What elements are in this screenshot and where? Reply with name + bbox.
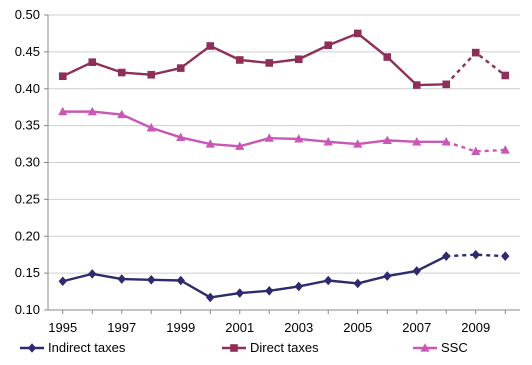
data-point — [500, 145, 510, 154]
y-tick-label: 0.20 — [15, 228, 40, 243]
y-tick-labels: 0.50 0.45 0.40 0.35 0.30 0.25 0.20 0.15 0.10 — [15, 7, 40, 317]
data-point — [471, 146, 481, 156]
legend-item-direct-taxes: Direct taxes — [222, 340, 319, 355]
data-point — [353, 139, 363, 148]
x-tick-label: 1997 — [107, 320, 136, 335]
data-point — [176, 132, 186, 142]
data-point — [176, 64, 185, 72]
legend: Indirect taxes Direct taxes SSC — [20, 340, 468, 355]
data-point — [58, 72, 67, 81]
x-tick-label: 2009 — [461, 320, 490, 335]
data-point — [88, 58, 97, 66]
data-point — [323, 137, 333, 146]
data-point — [176, 275, 185, 286]
legend-marker — [27, 343, 37, 353]
x-tick-label: 2005 — [343, 320, 372, 335]
data-point — [205, 139, 215, 148]
data-point — [117, 274, 126, 284]
data-point — [441, 137, 451, 146]
y-tick-label: 0.45 — [15, 44, 40, 59]
legend-label: SSC — [441, 340, 468, 355]
x-tick-label: 1999 — [166, 320, 195, 335]
series-line — [62, 110, 447, 148]
x-tick-labels: 1995 1997 1999 2001 2003 2005 2007 2009 — [48, 320, 490, 335]
series-ssc — [58, 106, 510, 156]
data-point — [147, 70, 156, 79]
legend-item-indirect-taxes: Indirect taxes — [20, 340, 126, 355]
data-point — [412, 266, 421, 276]
data-point — [206, 292, 215, 303]
legend-marker — [230, 344, 238, 352]
axes — [44, 14, 520, 314]
data-point — [501, 251, 510, 261]
data-point — [117, 109, 127, 119]
series-line-projected — [445, 140, 506, 153]
data-point — [324, 41, 333, 50]
x-tick-label: 2001 — [225, 320, 254, 335]
data-point — [382, 135, 392, 144]
data-point — [58, 106, 68, 116]
data-point — [146, 123, 156, 132]
data-point — [383, 53, 392, 61]
x-tick-label: 2007 — [402, 320, 431, 335]
legend-label: Indirect taxes — [48, 340, 126, 355]
series-indirect-taxes — [58, 249, 510, 303]
series-direct-taxes — [58, 29, 510, 89]
data-point — [383, 271, 392, 281]
data-point — [442, 80, 451, 89]
data-point — [353, 278, 362, 289]
data-point — [88, 269, 97, 279]
data-point — [265, 59, 274, 67]
data-point — [294, 134, 304, 143]
data-point — [294, 55, 303, 64]
data-point — [442, 251, 451, 261]
gridlines — [48, 14, 520, 274]
data-point — [235, 56, 244, 64]
legend-item-ssc: SSC — [413, 340, 468, 355]
data-point — [58, 276, 67, 287]
data-point — [471, 249, 480, 260]
y-tick-label: 0.10 — [15, 302, 40, 317]
series-line-projected — [446, 253, 506, 258]
data-point — [265, 286, 274, 296]
data-point — [471, 48, 480, 57]
data-point — [353, 29, 362, 38]
series-layer — [58, 29, 510, 303]
y-tick-label: 0.15 — [15, 265, 40, 280]
data-point — [206, 42, 215, 50]
legend-marker — [420, 343, 430, 352]
series-line-projected — [445, 50, 506, 86]
y-tick-label: 0.50 — [15, 7, 40, 22]
data-point — [235, 288, 244, 298]
legend-label: Direct taxes — [250, 340, 319, 355]
data-point — [264, 133, 274, 142]
data-point — [117, 68, 126, 77]
y-tick-label: 0.30 — [15, 155, 40, 170]
series-line — [62, 255, 447, 299]
y-tick-label: 0.25 — [15, 191, 40, 206]
series-line — [62, 32, 447, 87]
y-tick-label: 0.35 — [15, 118, 40, 133]
data-point — [147, 274, 156, 285]
x-tick-label: 1995 — [48, 320, 77, 335]
data-point — [324, 275, 333, 286]
data-point — [412, 81, 421, 89]
data-point — [501, 71, 510, 80]
data-point — [294, 281, 303, 292]
x-tick-label: 2003 — [284, 320, 313, 335]
data-point — [235, 141, 245, 150]
data-point — [87, 106, 97, 116]
y-tick-label: 0.40 — [15, 81, 40, 96]
data-point — [412, 137, 422, 146]
